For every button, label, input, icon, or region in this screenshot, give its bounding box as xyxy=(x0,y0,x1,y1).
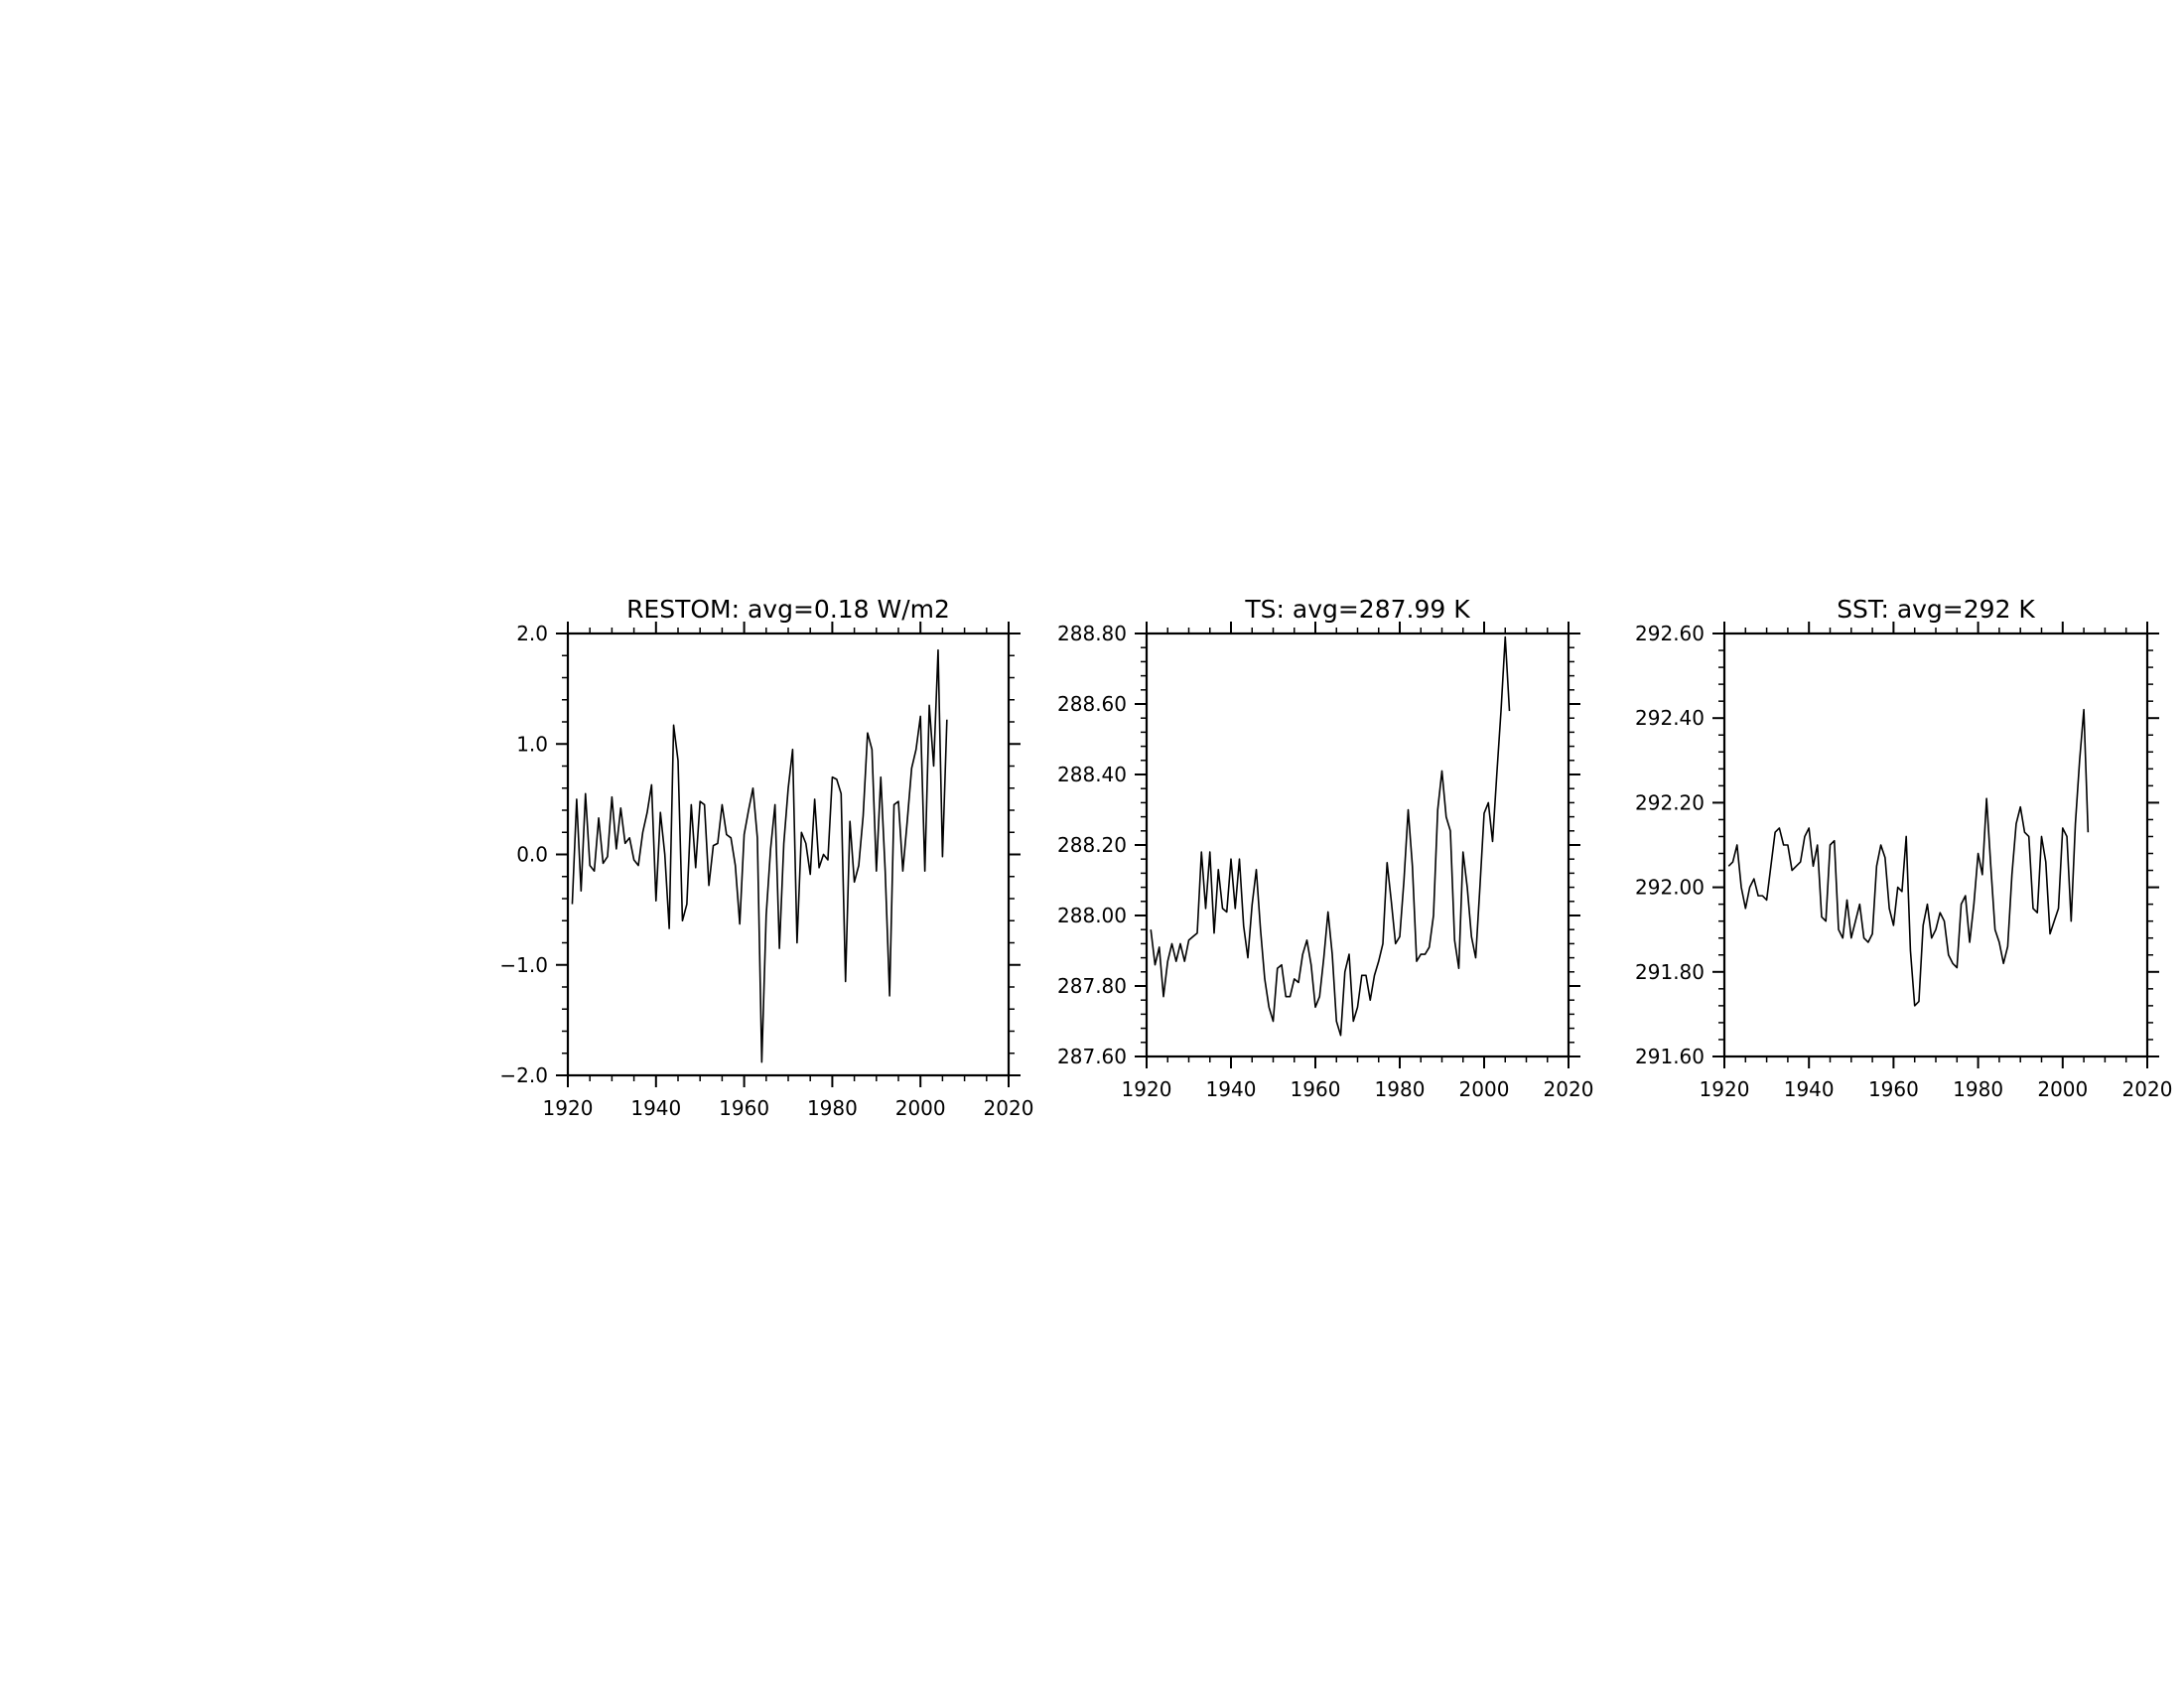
restom-x-tick-label: 1940 xyxy=(630,1096,681,1120)
ts-plot-frame xyxy=(1145,632,1570,1058)
ts-x-tick-label: 1960 xyxy=(1291,1077,1341,1101)
ts-y-tick-label: 288.00 xyxy=(1057,904,1127,927)
restom-y-tick-label: 0.0 xyxy=(516,843,548,867)
ts-title: TS: avg=287.99 K xyxy=(1244,595,1470,624)
ts-y-tick-label: 287.60 xyxy=(1057,1045,1127,1068)
sst-x-tick-label: 2020 xyxy=(2122,1077,2173,1101)
sst-x-tick-label: 1920 xyxy=(1700,1077,1750,1101)
restom-series-line xyxy=(571,648,948,1063)
restom-x-tick-label: 1980 xyxy=(807,1096,858,1120)
restom-x-tick-label: 1920 xyxy=(543,1096,594,1120)
sst-y-tick-label: 291.80 xyxy=(1635,960,1705,984)
sst-x-tick-label: 2000 xyxy=(2037,1077,2088,1101)
sst-series-line xyxy=(1727,708,2090,1007)
ts-y-tick-label: 287.80 xyxy=(1057,974,1127,998)
sst-y-tick-label: 292.60 xyxy=(1635,622,1705,645)
ts-x-tick-label: 2020 xyxy=(1544,1077,1594,1101)
sst-title: SST: avg=292 K xyxy=(1837,595,2035,624)
ts-panel: TS: avg=287.99 K 1920 1940 1960 1980 2000 202… xyxy=(1057,595,1593,1101)
sst-panel: SST: avg=292 K 1920 1940 1960 1980 2000 2020 2… xyxy=(1635,595,2172,1101)
restom-x-tick-label: 1960 xyxy=(719,1096,769,1120)
restom-x-tick-label: 2020 xyxy=(984,1096,1034,1120)
ts-x-tick-label: 1980 xyxy=(1375,1077,1426,1101)
restom-y-tick-label: −1.0 xyxy=(499,953,548,977)
restom-x-tick-label: 2000 xyxy=(895,1096,946,1120)
ts-x-tick-label: 2000 xyxy=(1459,1077,1510,1101)
ts-y-tick-label: 288.80 xyxy=(1057,622,1127,645)
sst-y-tick-label: 291.60 xyxy=(1635,1045,1705,1068)
sst-x-tick-label: 1960 xyxy=(1868,1077,1919,1101)
restom-y-tick-label: 1.0 xyxy=(516,732,548,756)
sst-x-tick-label: 1940 xyxy=(1784,1077,1835,1101)
ts-y-tick-label: 288.20 xyxy=(1057,833,1127,857)
restom-panel: RESTOM: avg=0.18 W/m2 1920 1940 1960 1980 20… xyxy=(499,595,1033,1120)
ts-y-tick-label: 288.60 xyxy=(1057,692,1127,716)
restom-y-tick-label: −2.0 xyxy=(499,1063,548,1087)
ts-x-tick-label: 1940 xyxy=(1206,1077,1257,1101)
sst-y-tick-label: 292.40 xyxy=(1635,706,1705,730)
restom-title: RESTOM: avg=0.18 W/m2 xyxy=(626,595,950,624)
restom-y-tick-label: 2.0 xyxy=(516,622,548,645)
sst-x-tick-label: 1980 xyxy=(1953,1077,2003,1101)
sst-y-tick-label: 292.20 xyxy=(1635,790,1705,814)
ts-x-tick-label: 1920 xyxy=(1122,1077,1172,1101)
ts-series-line xyxy=(1150,635,1511,1037)
sst-y-tick-label: 292.00 xyxy=(1635,876,1705,900)
ts-y-tick-label: 288.40 xyxy=(1057,763,1127,786)
